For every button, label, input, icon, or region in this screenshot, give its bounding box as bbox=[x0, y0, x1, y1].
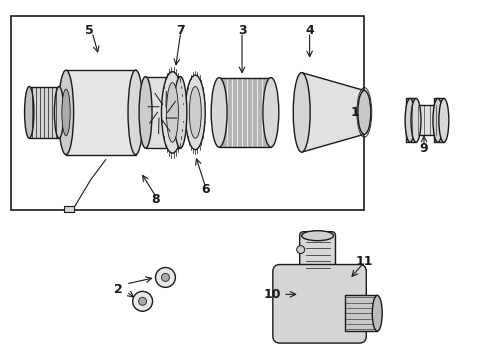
FancyBboxPatch shape bbox=[300, 232, 336, 278]
Text: 9: 9 bbox=[419, 142, 428, 155]
Ellipse shape bbox=[58, 70, 74, 155]
Ellipse shape bbox=[185, 75, 205, 150]
Text: 3: 3 bbox=[238, 24, 246, 37]
Text: 5: 5 bbox=[84, 24, 93, 37]
Circle shape bbox=[162, 274, 170, 282]
Bar bbox=[406, 99, 416, 142]
Ellipse shape bbox=[211, 78, 227, 147]
Bar bbox=[66, 70, 136, 155]
Bar bbox=[434, 99, 444, 142]
Polygon shape bbox=[302, 73, 365, 152]
Ellipse shape bbox=[358, 90, 371, 134]
Ellipse shape bbox=[189, 86, 201, 138]
Bar bbox=[410, 105, 438, 135]
Ellipse shape bbox=[411, 99, 421, 142]
Bar bbox=[219, 78, 271, 147]
Ellipse shape bbox=[174, 77, 187, 148]
Ellipse shape bbox=[302, 231, 334, 240]
Text: 11: 11 bbox=[356, 255, 373, 268]
Bar bbox=[146, 77, 180, 148]
Circle shape bbox=[139, 297, 147, 305]
Ellipse shape bbox=[139, 77, 152, 148]
Ellipse shape bbox=[372, 295, 382, 331]
Text: 6: 6 bbox=[201, 184, 210, 197]
Bar bbox=[345, 295, 377, 331]
Text: 7: 7 bbox=[176, 24, 185, 37]
Text: 8: 8 bbox=[151, 193, 160, 206]
Text: 10: 10 bbox=[263, 288, 281, 301]
Text: 2: 2 bbox=[114, 283, 123, 296]
Text: 1: 1 bbox=[351, 106, 360, 119]
Ellipse shape bbox=[24, 86, 34, 138]
Ellipse shape bbox=[293, 73, 310, 152]
Bar bbox=[64, 206, 74, 212]
Bar bbox=[11, 16, 365, 210]
Circle shape bbox=[297, 246, 305, 253]
Ellipse shape bbox=[128, 70, 143, 155]
FancyBboxPatch shape bbox=[273, 265, 367, 343]
Circle shape bbox=[133, 291, 152, 311]
Ellipse shape bbox=[167, 82, 178, 142]
Bar bbox=[29, 86, 59, 138]
Circle shape bbox=[155, 267, 175, 287]
Ellipse shape bbox=[162, 72, 183, 153]
Ellipse shape bbox=[62, 89, 70, 136]
Ellipse shape bbox=[405, 99, 415, 142]
Ellipse shape bbox=[433, 99, 443, 142]
Ellipse shape bbox=[54, 86, 64, 138]
Polygon shape bbox=[280, 270, 359, 336]
Ellipse shape bbox=[439, 99, 449, 142]
Ellipse shape bbox=[263, 78, 279, 147]
Text: 4: 4 bbox=[305, 24, 314, 37]
